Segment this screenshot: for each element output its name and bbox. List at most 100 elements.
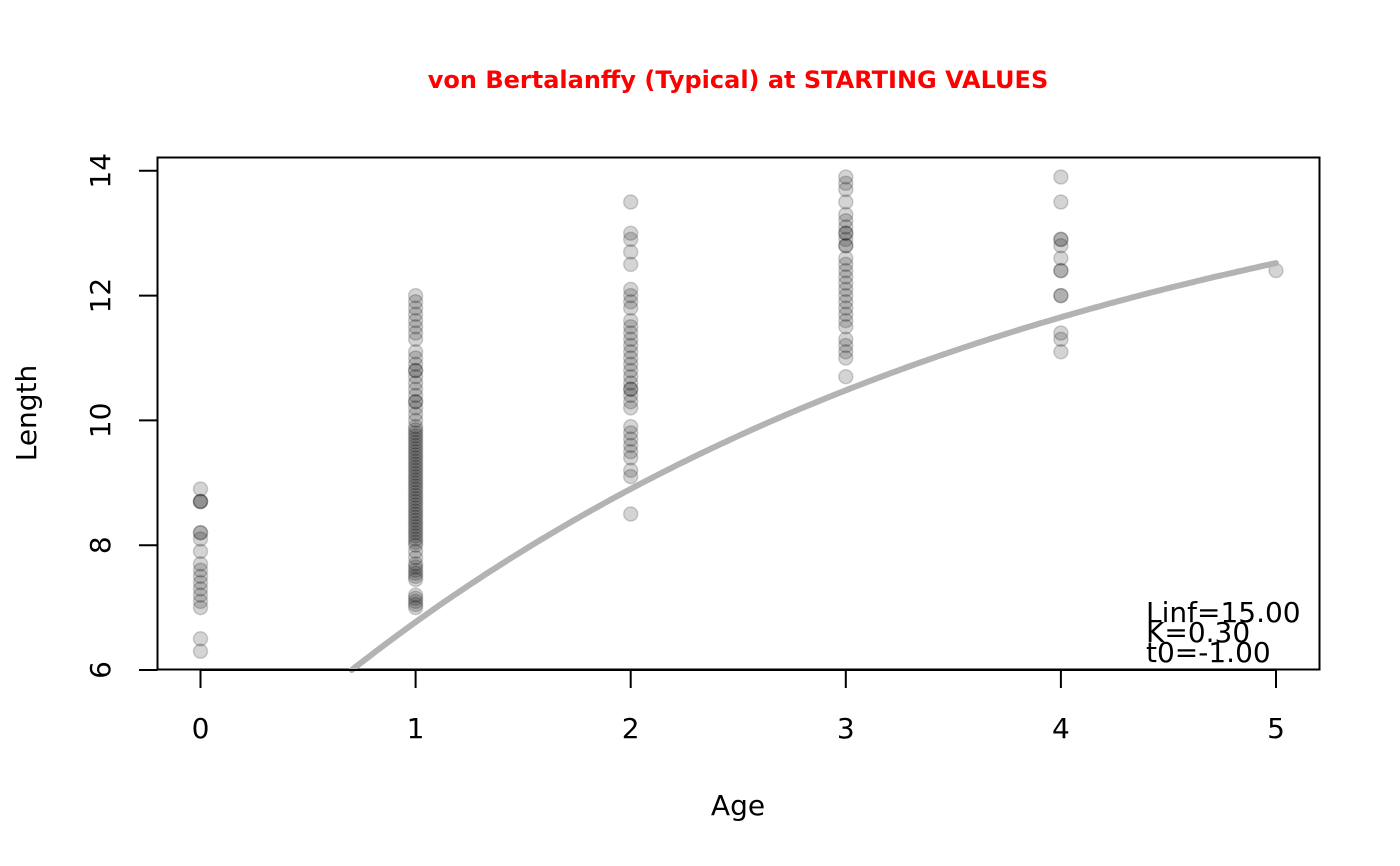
data-point xyxy=(407,287,424,304)
data-point xyxy=(407,462,424,479)
data-point xyxy=(622,231,639,248)
x-axis-label: Age xyxy=(711,789,765,822)
data-point xyxy=(407,556,424,572)
data-point xyxy=(622,381,639,397)
data-point xyxy=(622,375,639,391)
data-point xyxy=(407,559,424,575)
data-point xyxy=(407,596,424,613)
data-point xyxy=(838,256,854,273)
data-point xyxy=(192,568,209,585)
x-tick-label: 3 xyxy=(837,712,855,745)
x-tick-label: 5 xyxy=(1267,712,1285,745)
data-point xyxy=(407,325,424,341)
data-point xyxy=(192,524,209,541)
data-point xyxy=(407,294,424,310)
data-point xyxy=(192,562,209,578)
data-point xyxy=(407,381,424,397)
data-point xyxy=(838,269,854,285)
data-point xyxy=(1053,287,1069,304)
data-point xyxy=(407,549,424,566)
data-point xyxy=(622,312,639,329)
data-point xyxy=(407,375,424,391)
x-tick-label: 2 xyxy=(622,712,640,745)
data-point xyxy=(407,437,424,454)
data-point xyxy=(407,562,424,578)
data-point xyxy=(622,425,639,441)
data-point xyxy=(407,300,424,316)
data-point xyxy=(1053,231,1069,248)
data-point xyxy=(838,368,854,385)
data-point xyxy=(838,281,854,298)
data-point xyxy=(407,400,424,416)
data-point xyxy=(622,368,639,385)
plot-frame xyxy=(156,156,1321,671)
data-point xyxy=(407,509,424,525)
data-point xyxy=(407,465,424,482)
y-tick-label: 12 xyxy=(84,278,117,314)
data-point xyxy=(407,521,424,538)
data-point xyxy=(622,400,639,416)
data-point xyxy=(192,543,209,560)
data-point xyxy=(622,325,639,341)
data-point xyxy=(407,537,424,553)
data-point xyxy=(407,459,424,475)
data-point xyxy=(407,487,424,504)
data-point xyxy=(192,493,209,510)
data-point xyxy=(407,450,424,466)
data-point xyxy=(407,524,424,541)
data-point xyxy=(838,231,854,248)
data-point xyxy=(407,481,424,497)
data-point xyxy=(192,556,209,572)
data-point xyxy=(407,496,424,513)
data-point xyxy=(838,331,854,348)
x-tick-label: 4 xyxy=(1052,712,1070,745)
data-point xyxy=(407,493,424,510)
annotation-linf: Linf=15.00 xyxy=(1146,596,1301,629)
x-tick-label: 0 xyxy=(192,712,210,745)
data-point xyxy=(1053,262,1069,279)
data-point xyxy=(407,428,424,444)
data-point xyxy=(192,493,209,510)
annotation-k: K=0.30 xyxy=(1146,616,1250,649)
data-point xyxy=(192,631,209,647)
data-point xyxy=(622,387,639,404)
data-point xyxy=(838,237,854,254)
data-point xyxy=(407,425,424,441)
y-tick-label: 6 xyxy=(84,661,117,679)
data-point xyxy=(838,225,854,241)
data-point xyxy=(407,362,424,379)
data-point xyxy=(838,300,854,316)
y-tick-label: 14 xyxy=(84,153,117,189)
data-point xyxy=(407,362,424,379)
data-point xyxy=(1053,287,1069,304)
data-point xyxy=(407,512,424,528)
data-point xyxy=(192,593,209,610)
data-point xyxy=(1053,331,1069,348)
data-point xyxy=(407,531,424,547)
data-point xyxy=(838,287,854,304)
data-point xyxy=(622,281,639,298)
data-point xyxy=(407,344,424,360)
data-point xyxy=(407,484,424,500)
y-tick-label: 8 xyxy=(84,536,117,554)
data-point xyxy=(622,344,639,360)
data-point xyxy=(622,418,639,435)
data-point xyxy=(838,219,854,235)
data-point xyxy=(622,431,639,447)
parameter-annotations: Linf=15.00 K=0.30 t0=-1.00 xyxy=(1146,596,1301,669)
data-point xyxy=(407,506,424,522)
data-point xyxy=(407,534,424,550)
data-point xyxy=(192,574,209,591)
data-point xyxy=(622,450,639,466)
data-point xyxy=(407,568,424,585)
data-point xyxy=(407,356,424,372)
data-point xyxy=(407,446,424,463)
data-point xyxy=(622,244,639,260)
scatter-points xyxy=(192,169,1284,660)
y-tick-label: 10 xyxy=(84,403,117,439)
data-point xyxy=(622,506,639,522)
data-point xyxy=(407,306,424,323)
data-point xyxy=(622,287,639,304)
data-point xyxy=(622,331,639,348)
data-point xyxy=(407,528,424,544)
